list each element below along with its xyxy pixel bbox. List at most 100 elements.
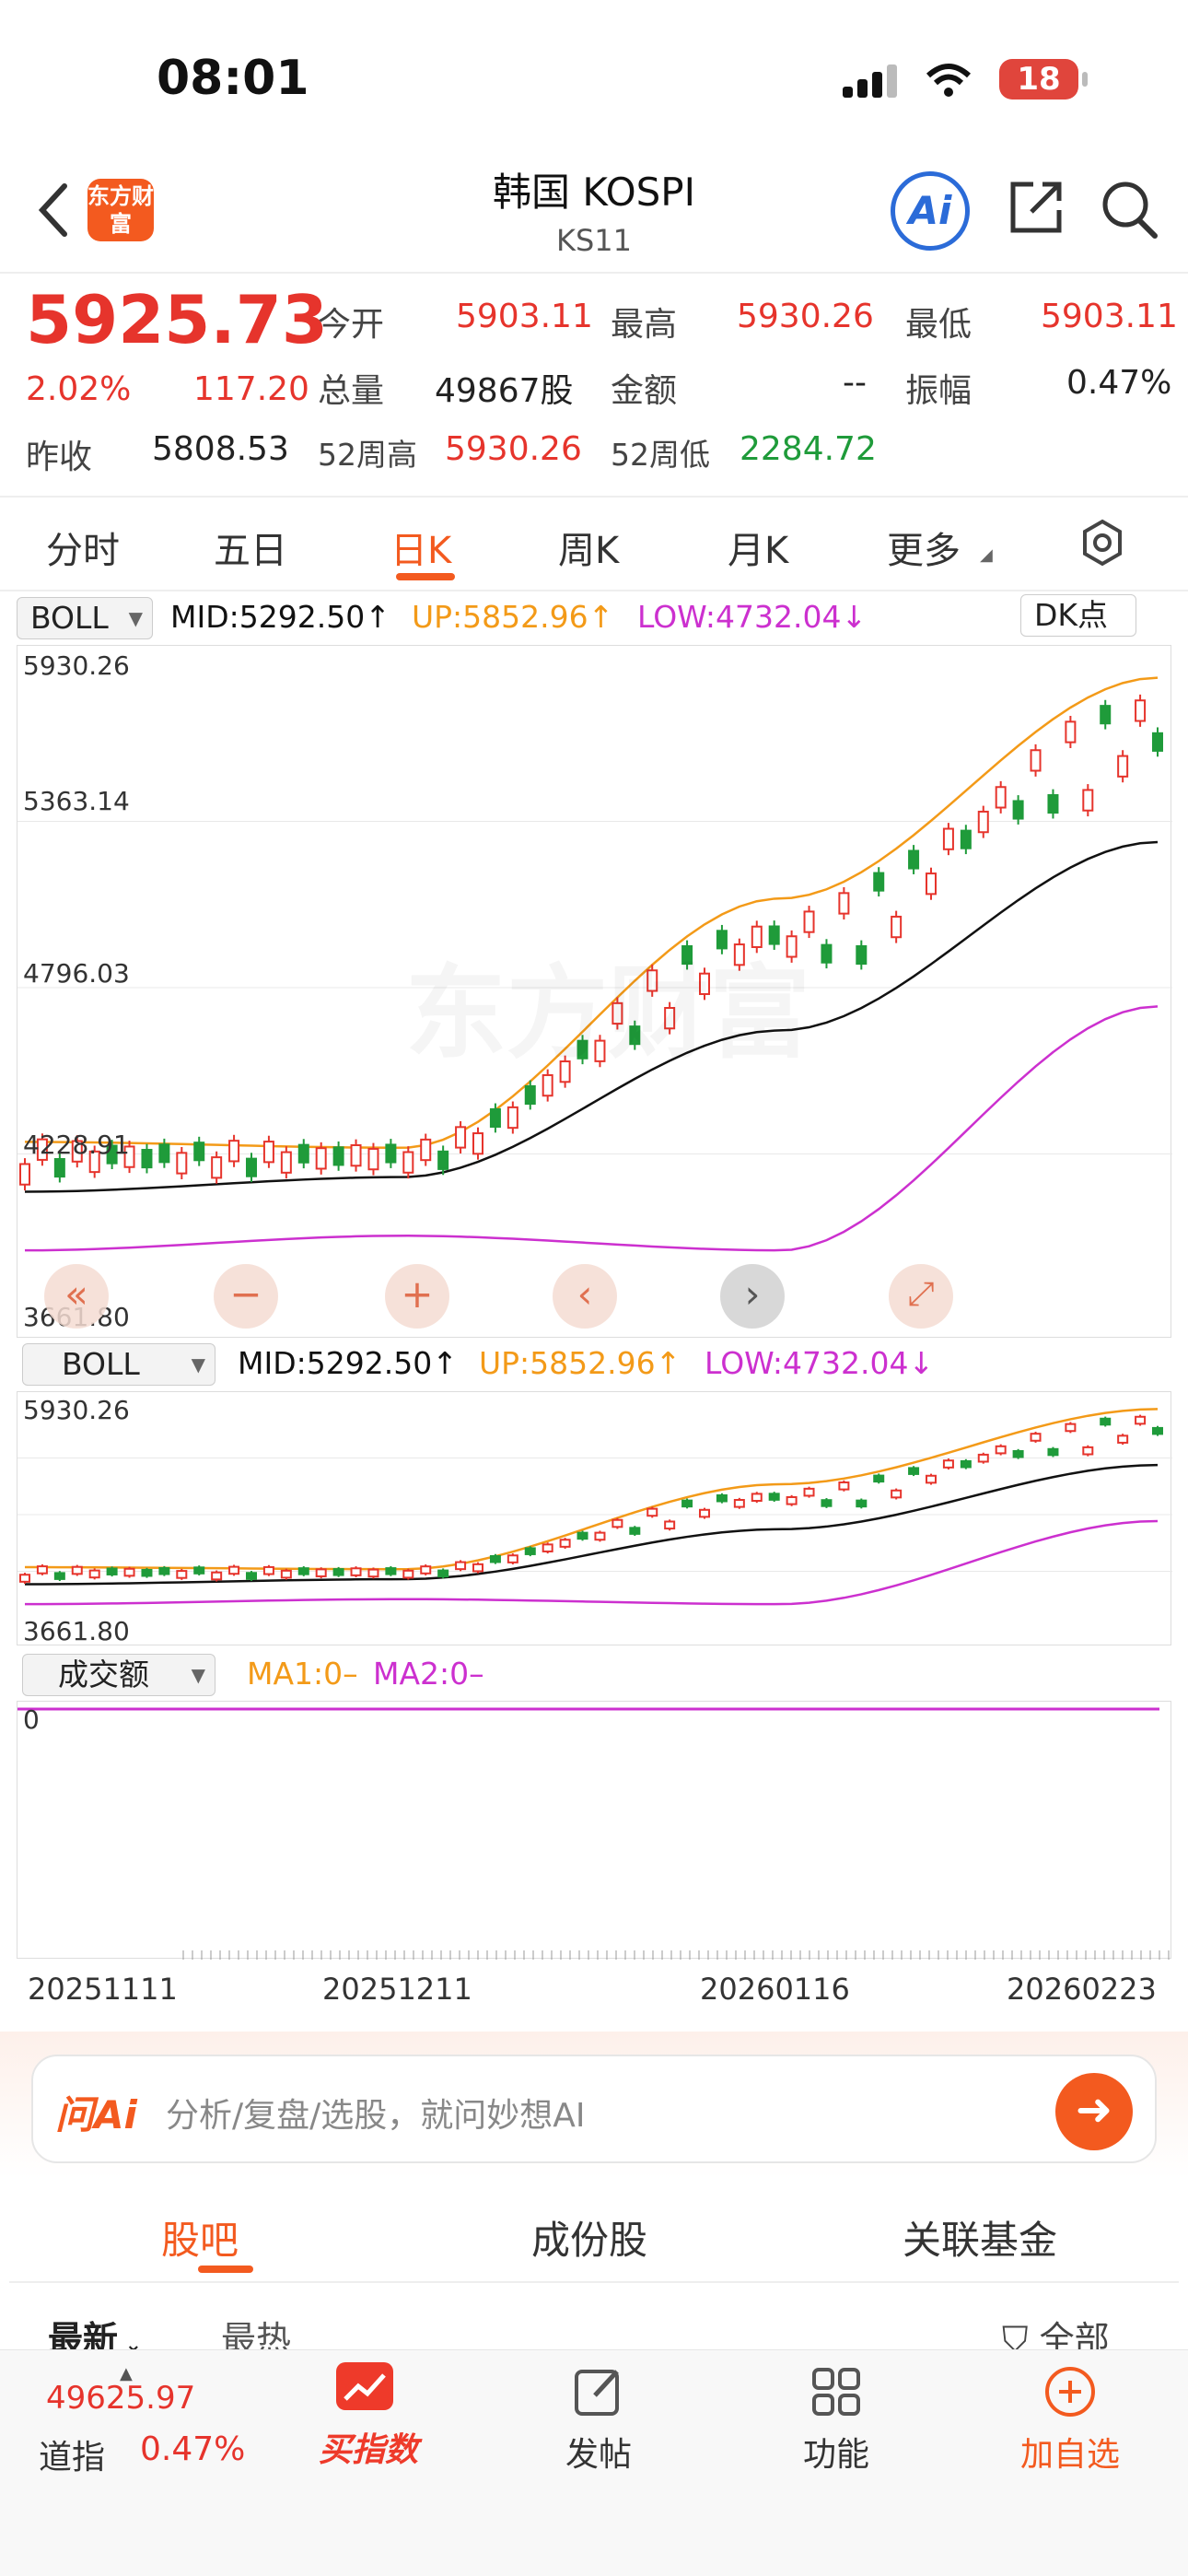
- volume-indicator-name: 成交额: [58, 1657, 149, 1692]
- candle-body: [559, 1060, 571, 1083]
- candle-body: [629, 1025, 641, 1046]
- candle-body: [908, 849, 920, 870]
- fullscreen-icon[interactable]: ⤢: [889, 1264, 953, 1329]
- candle-body: [524, 1547, 536, 1555]
- post-button[interactable]: 发帖: [565, 2436, 632, 2474]
- candle-body: [141, 1568, 153, 1577]
- candle-body: [891, 1489, 903, 1499]
- candle-body: [733, 943, 745, 966]
- candle-body: [507, 1106, 518, 1130]
- dk-point-label: DK点: [1034, 597, 1109, 633]
- zoom-in-icon[interactable]: +: [385, 1264, 449, 1329]
- candle-body: [1152, 1426, 1163, 1435]
- candle-body: [768, 1493, 780, 1501]
- candle-body: [158, 1143, 170, 1164]
- candle-body: [942, 827, 954, 850]
- candle-body: [1030, 1433, 1042, 1442]
- share-icon[interactable]: [1006, 177, 1066, 238]
- candle-body: [664, 1520, 676, 1530]
- search-icon[interactable]: [1100, 177, 1160, 241]
- next-icon[interactable]: ›: [720, 1264, 785, 1329]
- candle-body: [455, 1126, 467, 1149]
- candle-body: [594, 1039, 606, 1062]
- candle-body: [437, 1150, 449, 1170]
- candle-body: [367, 1568, 379, 1578]
- open-label: 今开: [318, 306, 385, 344]
- candle-body: [193, 1566, 205, 1575]
- overview-chart[interactable]: [17, 1391, 1172, 1645]
- plus-circle-icon[interactable]: [1042, 2364, 1098, 2419]
- tab-intraday[interactable]: 分时: [46, 530, 120, 572]
- tab-monthly-k[interactable]: 月K: [728, 530, 789, 572]
- high-value: 5930.26: [737, 298, 874, 335]
- volume-chart[interactable]: [17, 1701, 1188, 1960]
- candle-body: [1065, 720, 1077, 744]
- battery-indicator: 18: [999, 59, 1088, 100]
- dk-point-button[interactable]: DK点: [1020, 594, 1136, 637]
- candle-body: [611, 1518, 623, 1528]
- candle-body: [891, 915, 903, 939]
- tab-daily-k[interactable]: 日K: [390, 530, 452, 572]
- zoom-out-icon[interactable]: −: [214, 1264, 278, 1329]
- candle-body: [1012, 800, 1024, 820]
- main-kline-chart[interactable]: [17, 645, 1172, 1338]
- candle-body: [821, 1499, 833, 1507]
- tab-constituents[interactable]: 成份股: [531, 2218, 648, 2263]
- candle-body: [489, 1554, 501, 1563]
- candle-body: [350, 1144, 362, 1167]
- candle-body: [420, 1565, 432, 1575]
- candle-body: [803, 1487, 815, 1497]
- candle-body: [926, 1474, 937, 1484]
- scroll-left-icon[interactable]: «: [44, 1264, 109, 1329]
- app-logo: 东方财富: [87, 179, 154, 241]
- volume-chart-canvas: [17, 1707, 1188, 1960]
- y-label-3: 4796.03: [23, 958, 130, 989]
- sub-indicator-dropdown[interactable]: BOLL ▼: [22, 1343, 215, 1386]
- edit-icon[interactable]: [571, 2364, 626, 2419]
- candle-body: [88, 1150, 100, 1174]
- tab-weekly-k[interactable]: 周K: [558, 530, 620, 572]
- candle-body: [960, 1459, 972, 1469]
- header-divider: [0, 272, 1188, 274]
- candle-body: [1135, 1415, 1147, 1425]
- functions-button[interactable]: 功能: [802, 2436, 869, 2474]
- settings-icon[interactable]: [1077, 518, 1127, 568]
- volume-ma2: MA2:0–: [373, 1656, 484, 1692]
- prev-icon[interactable]: ‹: [553, 1264, 617, 1329]
- x-label-2: 20251211: [322, 1972, 472, 2007]
- tab-related-funds[interactable]: 关联基金: [903, 2218, 1058, 2263]
- ticker-value[interactable]: 49625.97: [46, 2380, 196, 2417]
- tab-guba[interactable]: 股吧: [161, 2218, 239, 2263]
- ask-ai-brand: 问Ai: [55, 2092, 137, 2137]
- candle-body: [315, 1147, 327, 1170]
- buy-index-button[interactable]: 买指数: [318, 2431, 418, 2469]
- candle-body: [1030, 749, 1042, 772]
- candle-body: [1117, 755, 1129, 778]
- candle-body: [367, 1147, 379, 1171]
- arrow-right-icon[interactable]: ➜: [1055, 2073, 1133, 2150]
- candle-body: [176, 1152, 188, 1175]
- tab-more[interactable]: 更多: [887, 530, 961, 572]
- chevron-down-icon: ▼: [191, 1664, 205, 1686]
- candle-body: [1152, 732, 1163, 752]
- main-indicator-dropdown[interactable]: BOLL ▼: [17, 597, 153, 639]
- volume-indicator-dropdown[interactable]: 成交额 ▼: [22, 1654, 215, 1696]
- candle-body: [193, 1142, 205, 1162]
- ticker-percent: 0.47%: [140, 2430, 246, 2468]
- candle-body: [350, 1567, 362, 1576]
- tab-five-day[interactable]: 五日: [214, 530, 287, 572]
- stock-code: KS11: [555, 223, 632, 258]
- ask-ai-input[interactable]: [31, 2055, 1157, 2163]
- candle-body: [646, 969, 658, 992]
- back-icon[interactable]: [37, 182, 70, 238]
- candle-body: [733, 1499, 745, 1508]
- ai-button[interactable]: Ai: [891, 171, 970, 251]
- candle-body: [36, 1138, 48, 1161]
- candle-body: [681, 944, 693, 966]
- candle-body: [977, 1453, 989, 1463]
- trend-icon[interactable]: [336, 2362, 393, 2410]
- add-watchlist-button[interactable]: 加自选: [1019, 2436, 1120, 2474]
- grid-icon[interactable]: [809, 2364, 864, 2419]
- candle-body: [228, 1140, 240, 1163]
- wifi-icon: [926, 64, 972, 97]
